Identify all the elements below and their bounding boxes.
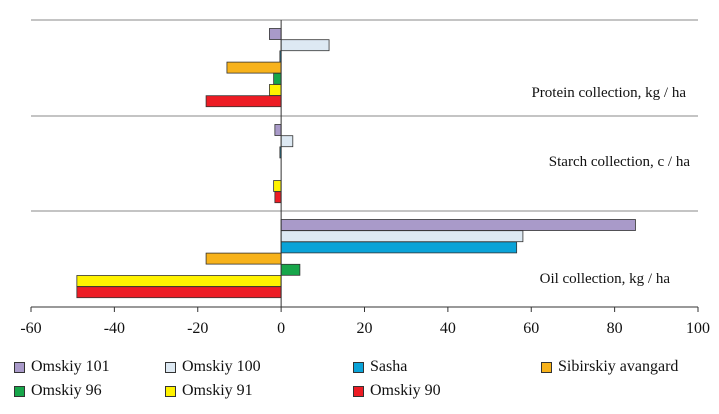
bar-oil-collection-omskiy-100	[280, 230, 524, 243]
x-tick-label-100: 100	[686, 320, 710, 337]
x-tick-label-minus-60: -60	[20, 320, 41, 337]
legend-item-sibirskiy-avangard: Sibirskiy avangard	[541, 356, 678, 378]
legend-label-omskiy-91: Omskiy 91	[182, 382, 253, 399]
legend-swatch-omskiy-91	[165, 385, 176, 397]
x-tick-label-0: 0	[277, 320, 285, 337]
group-label-oil-collection: Oil collection, kg / ha	[540, 271, 671, 287]
bar-starch-collection-omskiy-101	[274, 124, 282, 136]
x-tick-label-60: 60	[523, 320, 539, 337]
legend-swatch-sasha	[353, 361, 364, 373]
bar-starch-collection-omskiy-90	[274, 191, 282, 204]
x-tick-label-minus-40: -40	[104, 320, 125, 337]
x-tick-label-80: 80	[607, 320, 623, 337]
legend-item-omskiy-101: Omskiy 101	[14, 356, 110, 378]
legend-item-omskiy-90: Omskiy 90	[353, 380, 441, 402]
bar-protein-collection-sibirskiy-avangard	[226, 61, 282, 74]
bar-protein-collection-omskiy-96	[273, 72, 282, 85]
legend-swatch-omskiy-100	[165, 361, 176, 373]
bar-oil-collection-omskiy-96	[280, 263, 301, 276]
bar-chart: Protein collection, kg / ha Starch collec…	[20, 19, 710, 337]
legend-item-omskiy-96: Omskiy 96	[14, 380, 102, 402]
x-tick-label-40: 40	[440, 320, 456, 337]
bar-oil-collection-omskiy-90	[76, 286, 282, 299]
x-tick-label-minus-20: -20	[187, 320, 208, 337]
legend-item-omskiy-91: Omskiy 91	[165, 380, 253, 402]
legend-item-omskiy-100: Omskiy 100	[165, 356, 261, 378]
bar-starch-collection-omskiy-91	[273, 180, 282, 192]
bar-oil-collection-omskiy-91	[76, 275, 282, 287]
legend-label-sibirskiy-avangard: Sibirskiy avangard	[558, 358, 679, 375]
bar-protein-collection-omskiy-90	[205, 95, 282, 108]
group-label-protein-collection: Protein collection, kg / ha	[531, 85, 686, 101]
bar-oil-collection-omskiy-101	[280, 219, 636, 231]
bar-oil-collection-sibirskiy-avangard	[205, 252, 282, 265]
x-tick-label-20: 20	[357, 320, 373, 337]
legend-label-omskiy-90: Omskiy 90	[370, 382, 441, 399]
bar-protein-collection-omskiy-100	[280, 39, 330, 52]
legend-item-sasha: Sasha	[353, 356, 407, 378]
legend-label-sasha: Sasha	[370, 358, 408, 375]
bar-protein-collection-omskiy-101	[269, 28, 282, 40]
legend-swatch-sibirskiy-avangard	[541, 361, 552, 373]
legend-swatch-omskiy-101	[14, 361, 25, 373]
legend-label-omskiy-96: Omskiy 96	[31, 382, 102, 399]
bar-starch-collection-omskiy-100	[280, 135, 294, 148]
legend-swatch-omskiy-96	[14, 385, 25, 397]
bar-protein-collection-omskiy-91	[269, 84, 282, 96]
group-label-starch-collection: Starch collection, c / ha	[549, 154, 691, 170]
legend-label-omskiy-100: Omskiy 100	[182, 358, 261, 375]
bar-oil-collection-sasha	[280, 241, 518, 254]
legend: Omskiy 101 Omskiy 100 Sasha Sibirskiy avang…	[0, 350, 719, 410]
legend-label-omskiy-101: Omskiy 101	[31, 358, 110, 375]
legend-swatch-omskiy-90	[353, 385, 364, 397]
